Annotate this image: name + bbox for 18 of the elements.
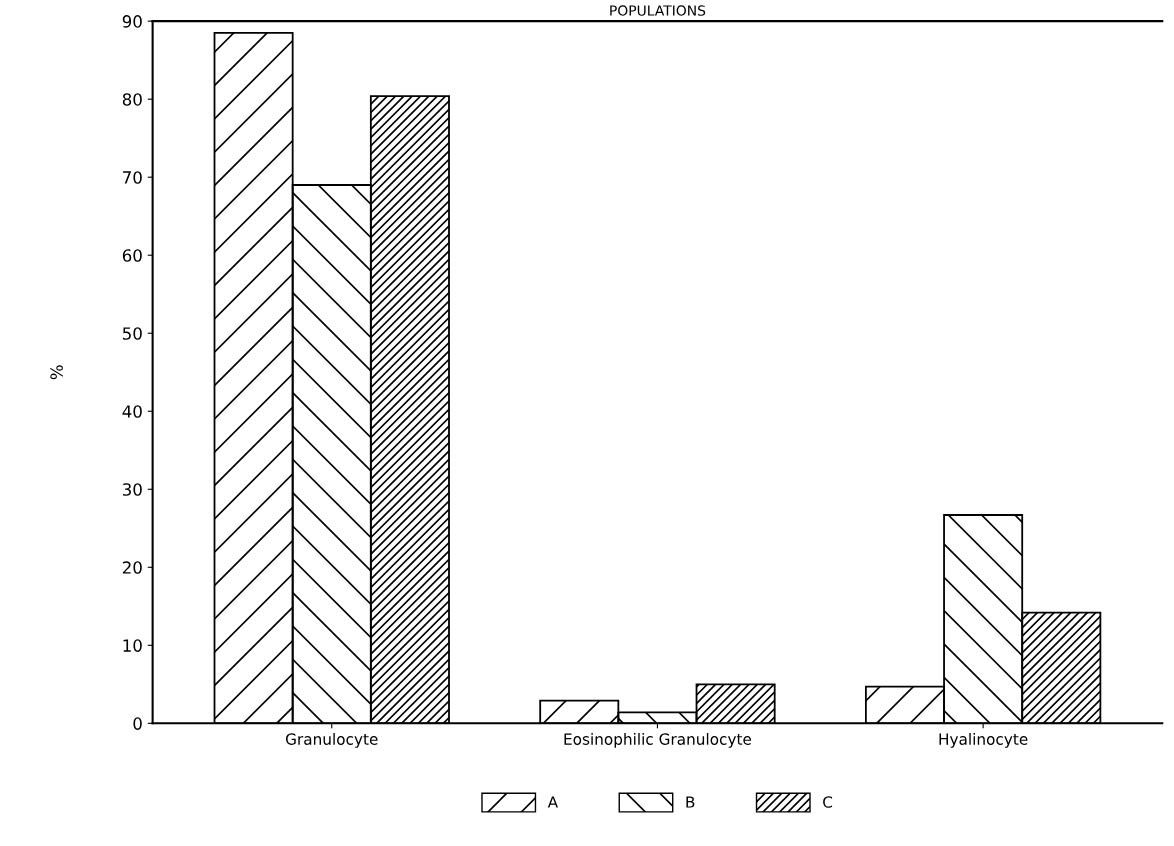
y-tick-label: 50: [122, 327, 142, 340]
y-tick-label: 10: [123, 639, 142, 652]
y-tick-label: 70: [123, 171, 142, 184]
chart-title: POPULATIONS: [610, 5, 706, 16]
legend-label: C: [823, 796, 833, 808]
y-tick-label: 40: [122, 405, 142, 418]
y-tick-label: 80: [122, 93, 142, 106]
legend-label: A: [547, 796, 559, 808]
x-tick-label: Hyalinocyte: [939, 733, 1028, 748]
legend-label: B: [686, 796, 695, 808]
y-axis-title: %: [50, 365, 63, 380]
y-tick-label: 60: [122, 249, 142, 262]
x-tick-label: Granulocyte: [285, 733, 378, 748]
y-tick-label: 20: [122, 561, 142, 574]
y-tick-label: 30: [122, 483, 142, 496]
x-tick-label: Eosinophilic Granulocyte: [564, 733, 752, 748]
y-tick-label: 90: [122, 15, 142, 28]
y-tick-label: 0: [133, 717, 142, 730]
